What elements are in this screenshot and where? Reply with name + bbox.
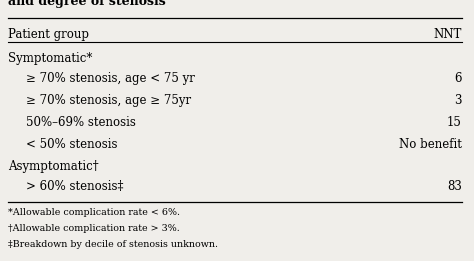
Text: NNT: NNT xyxy=(434,28,462,41)
Text: 15: 15 xyxy=(447,116,462,129)
Text: *Allowable complication rate < 6%.: *Allowable complication rate < 6%. xyxy=(8,208,180,217)
Text: 3: 3 xyxy=(455,94,462,107)
Text: 83: 83 xyxy=(447,180,462,193)
Text: Patient group: Patient group xyxy=(8,28,89,41)
Text: ≥ 70% stenosis, age ≥ 75yr: ≥ 70% stenosis, age ≥ 75yr xyxy=(26,94,191,107)
Text: No benefit: No benefit xyxy=(399,138,462,151)
Text: 6: 6 xyxy=(455,72,462,85)
Text: < 50% stenosis: < 50% stenosis xyxy=(26,138,118,151)
Text: Symptomatic*: Symptomatic* xyxy=(8,52,92,65)
Text: ≥ 70% stenosis, age < 75 yr: ≥ 70% stenosis, age < 75 yr xyxy=(26,72,195,85)
Text: and degree of stenosis: and degree of stenosis xyxy=(8,0,166,8)
Text: ‡Breakdown by decile of stenosis unknown.: ‡Breakdown by decile of stenosis unknown… xyxy=(8,240,218,249)
Text: Asymptomatic†: Asymptomatic† xyxy=(8,160,99,173)
Text: > 60% stenosis‡: > 60% stenosis‡ xyxy=(26,180,124,193)
Text: 50%–69% stenosis: 50%–69% stenosis xyxy=(26,116,136,129)
Text: †Allowable complication rate > 3%.: †Allowable complication rate > 3%. xyxy=(8,224,180,233)
